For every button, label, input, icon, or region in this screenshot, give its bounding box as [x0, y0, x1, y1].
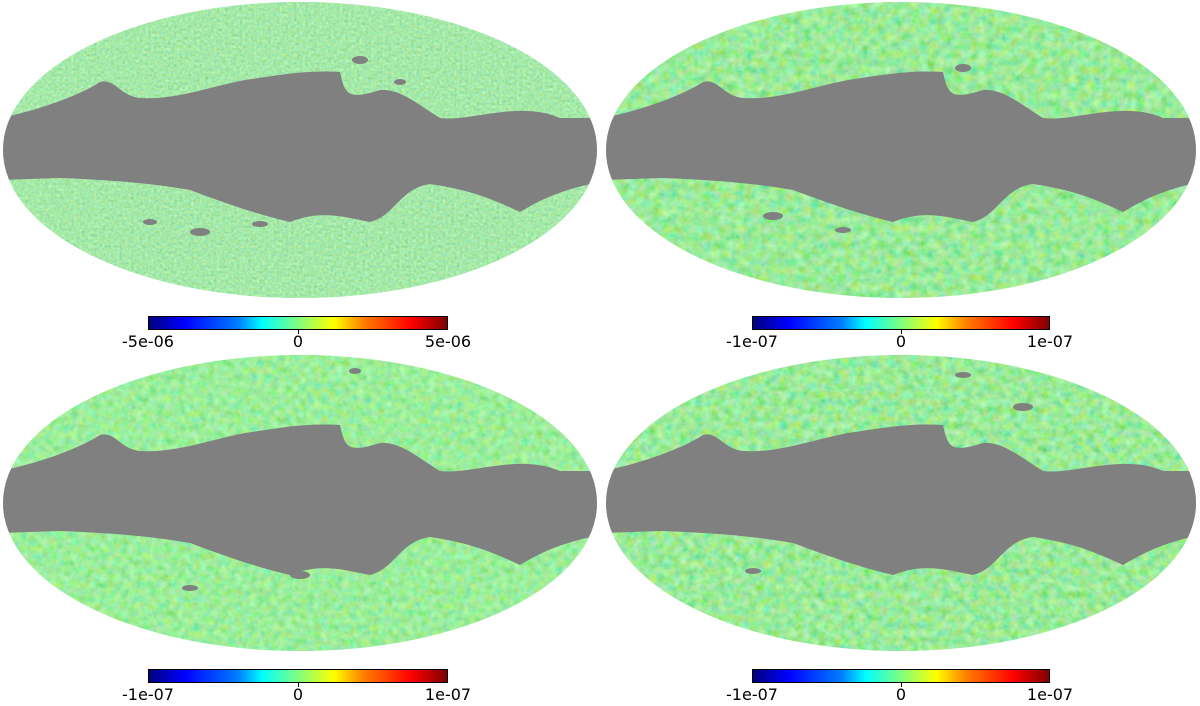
mollweide-map-bottom-left	[3, 355, 597, 651]
colorbar-mid-label: 0	[895, 685, 907, 704]
colorbar-min-label: -5e-06	[122, 332, 174, 351]
colorbar-mid-label: 0	[292, 685, 304, 704]
colorbar-mid-label: 0	[895, 332, 907, 351]
colorbar-mid-label: 0	[292, 332, 304, 351]
colorbar-min-label: -1e-07	[726, 685, 778, 704]
colorbar	[752, 316, 1050, 330]
galactic-mask	[3, 71, 597, 222]
colorbar-min-label: -1e-07	[726, 332, 778, 351]
panel-bottom-right: -1e-07 0 1e-07	[603, 353, 1200, 706]
mollweide-map-top-right	[606, 2, 1196, 298]
galactic-mask	[3, 424, 597, 575]
colorbar	[752, 669, 1050, 683]
panel-bottom-left: -1e-07 0 1e-07	[0, 353, 600, 706]
galactic-mask	[606, 71, 1196, 222]
colorbar	[148, 316, 448, 330]
colorbar	[148, 669, 448, 683]
panel-top-left: -5e-06 0 5e-06	[0, 0, 600, 353]
mollweide-map-top-left	[3, 2, 597, 298]
colorbar-min-label: -1e-07	[122, 685, 174, 704]
colorbar-max-label: 1e-07	[1026, 332, 1074, 351]
panel-top-right: -1e-07 0 1e-07	[603, 0, 1200, 353]
colorbar-max-label: 1e-07	[424, 685, 472, 704]
colorbar-max-label: 5e-06	[424, 332, 472, 351]
galactic-mask	[606, 424, 1196, 575]
mollweide-map-bottom-right	[606, 355, 1196, 651]
colorbar-max-label: 1e-07	[1026, 685, 1074, 704]
